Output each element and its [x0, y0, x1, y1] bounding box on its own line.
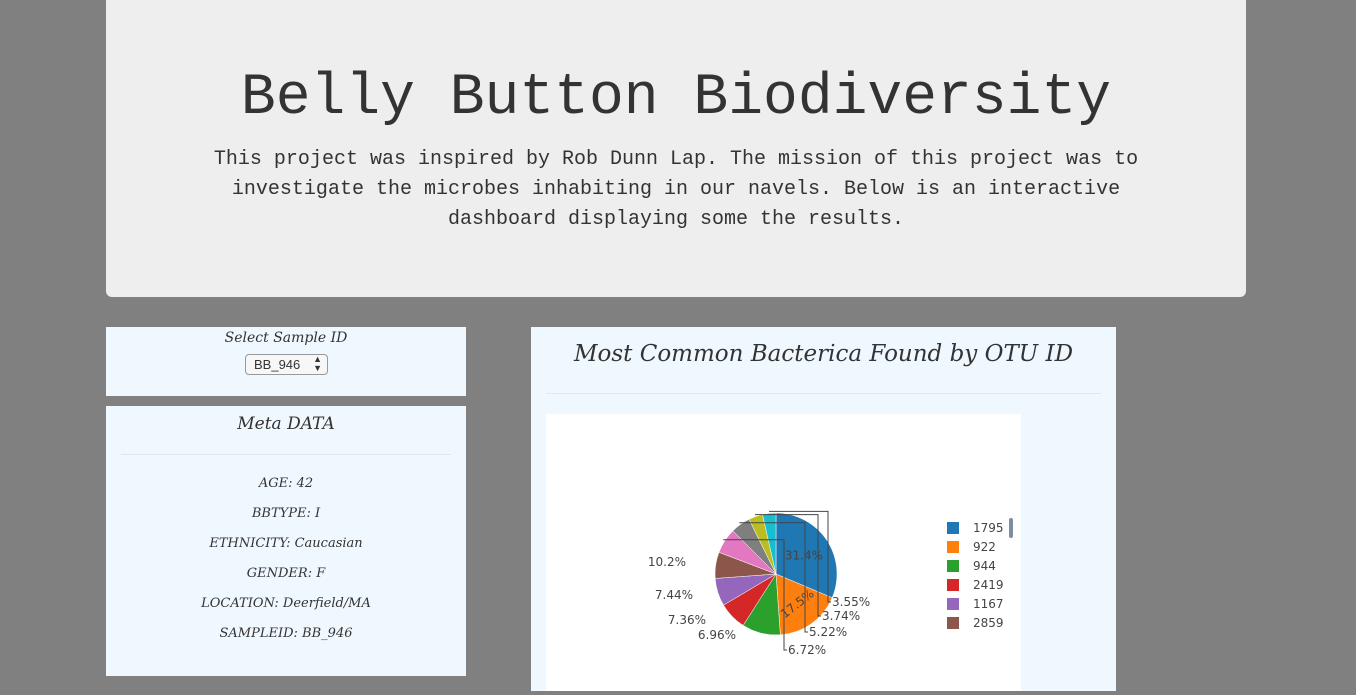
- legend-scrollbar[interactable]: [1009, 518, 1013, 538]
- page-title: Belly Button Biodiversity: [240, 66, 1112, 131]
- legend-label[interactable]: 922: [973, 540, 996, 554]
- legend-label[interactable]: 2419: [973, 578, 1004, 592]
- pie-slice-label: 3.55%: [832, 595, 870, 609]
- legend-label[interactable]: 1167: [973, 597, 1004, 611]
- pie-leader-line: [723, 539, 787, 651]
- chart-divider: [546, 393, 1101, 394]
- pie-slice-label: 31.4%: [785, 548, 823, 562]
- metadata-item: AGE: 42: [258, 476, 314, 491]
- legend-swatch[interactable]: [947, 522, 959, 534]
- pie-leader-line: [754, 514, 821, 617]
- chart-title: Most Common Bacterica Found by OTU ID: [573, 341, 1074, 367]
- header-jumbotron: Belly Button Biodiversity This project w…: [106, 0, 1246, 297]
- sample-id-select[interactable]: BB_946 ▲ ▼: [245, 354, 328, 375]
- pie-chart-svg: 31.4%17.5%10.2%7.44%7.36%6.96%6.72%5.22%…: [648, 510, 1013, 657]
- updown-arrow-icon: ▲ ▼: [313, 354, 322, 373]
- sample-select-panel: Select Sample ID BB_946 ▲ ▼: [106, 327, 466, 396]
- legend-label[interactable]: 944: [973, 559, 996, 573]
- legend-swatch[interactable]: [947, 617, 959, 629]
- legend-label[interactable]: 1795: [973, 521, 1004, 535]
- sample-id-selected-value: BB_946: [254, 357, 301, 372]
- pie-leader-line: [739, 522, 808, 633]
- pie-slice-label: 7.44%: [655, 588, 693, 602]
- legend-label[interactable]: 2859: [973, 616, 1004, 630]
- pie-slice-label: 7.36%: [668, 613, 706, 627]
- pie-slice-label: 6.96%: [698, 628, 736, 642]
- legend-swatch[interactable]: [947, 541, 959, 553]
- sample-select-label: Select Sample ID: [224, 330, 348, 346]
- pie-slice[interactable]: [775, 573, 833, 636]
- pie-leader-line: [768, 510, 831, 603]
- metadata-item: LOCATION: Deerfield/MA: [201, 596, 371, 611]
- chart-panel: Most Common Bacterica Found by OTU ID 31…: [531, 327, 1116, 691]
- metadata-item: ETHNICITY: Caucasian: [209, 536, 363, 551]
- metadata-item: GENDER: F: [246, 566, 326, 581]
- metadata-panel: Meta DATA AGE: 42 BBTYPE: I ETHNICITY: C…: [106, 406, 466, 676]
- metadata-item: BBTYPE: I: [251, 506, 321, 521]
- pie-chart[interactable]: 31.4% 17.5% 10.2% 7.44% 7.36% 6.96% 6.72% 5.22%…: [546, 414, 1021, 691]
- metadata-item: SAMPLEID: BB_946: [219, 626, 353, 641]
- page-description: This project was inspired by Rob Dunn La…: [213, 148, 1139, 231]
- legend-swatch[interactable]: [947, 579, 959, 591]
- metadata-divider: [121, 454, 451, 455]
- legend-swatch[interactable]: [947, 560, 959, 572]
- pie-slice-label: 3.74%: [822, 609, 860, 623]
- metadata-title: Meta DATA: [237, 414, 335, 434]
- legend-swatch[interactable]: [947, 598, 959, 610]
- metadata-list: AGE: 42 BBTYPE: I ETHNICITY: Caucasian G…: [106, 476, 466, 656]
- pie-slice-label: 10.2%: [648, 555, 686, 569]
- pie-slice-label: 6.72%: [788, 643, 826, 657]
- pie-slice-label: 5.22%: [809, 625, 847, 639]
